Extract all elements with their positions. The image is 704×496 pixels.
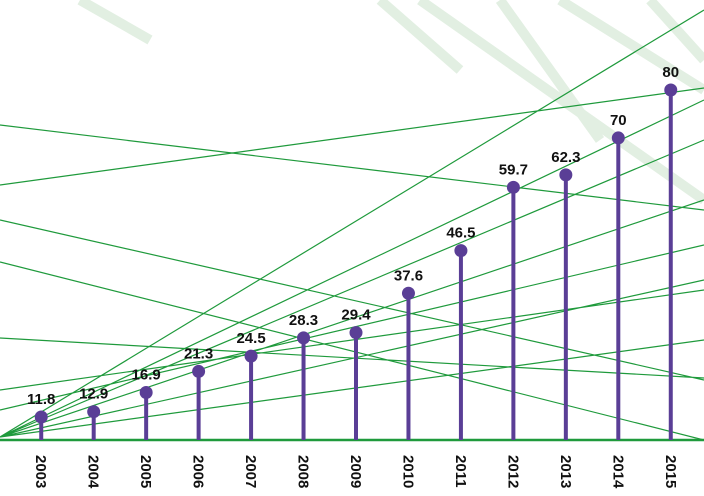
- x-tick-label: 2010: [399, 455, 416, 488]
- dot: [559, 168, 573, 182]
- x-tick-label: 2008: [295, 455, 312, 488]
- dot: [611, 131, 625, 145]
- data-label: 11.8: [27, 391, 55, 408]
- data-label: 16.9: [132, 367, 161, 384]
- x-tick-label: 2005: [137, 455, 154, 488]
- data-label: 62.3: [551, 149, 580, 166]
- dot: [297, 331, 311, 345]
- data-label: 37.6: [394, 267, 423, 284]
- data-label: 24.5: [236, 330, 265, 347]
- dot: [454, 244, 468, 258]
- x-tick-label: 2003: [32, 455, 49, 488]
- dot: [506, 180, 520, 194]
- dot: [34, 410, 48, 424]
- x-tick-label: 2015: [662, 455, 679, 488]
- dot: [192, 364, 206, 378]
- data-label: 21.3: [184, 345, 213, 362]
- background-decoration: [0, 0, 704, 441]
- data-label: 29.4: [341, 307, 371, 324]
- x-tick-label: 2014: [609, 455, 626, 489]
- x-tick-label: 2006: [190, 455, 207, 488]
- x-tick-label: 2011: [452, 455, 469, 488]
- data-label: 12.9: [79, 386, 108, 403]
- data-label: 46.5: [446, 225, 475, 242]
- x-tick-label: 2009: [347, 455, 364, 488]
- x-tick-label: 2007: [242, 455, 259, 488]
- dot: [401, 286, 415, 300]
- dot: [349, 326, 363, 340]
- dot: [87, 405, 101, 419]
- dot: [139, 386, 153, 400]
- x-tick-label: 2013: [557, 455, 574, 488]
- dot: [244, 349, 258, 363]
- data-label: 59.7: [499, 161, 528, 178]
- data-label: 80: [662, 64, 679, 81]
- data-label: 70: [610, 112, 627, 129]
- dot: [664, 83, 678, 97]
- x-tick-label: 2004: [85, 455, 102, 489]
- x-tick-label: 2012: [504, 455, 521, 488]
- data-label: 28.3: [289, 312, 318, 329]
